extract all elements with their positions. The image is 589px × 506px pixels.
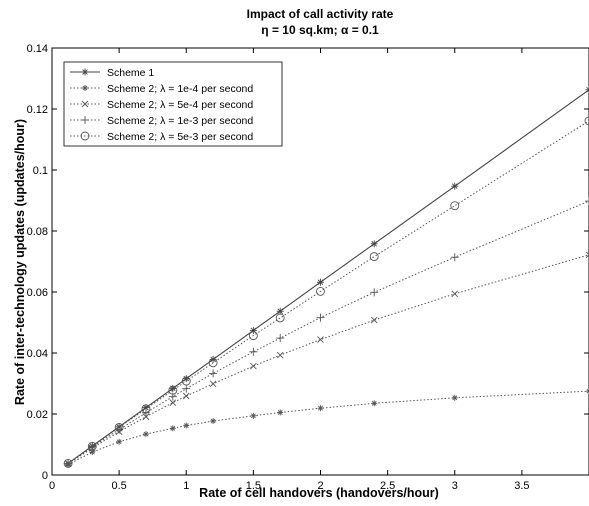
data-point: [182, 392, 190, 400]
data-point: [317, 405, 324, 412]
data-point: [275, 313, 285, 323]
series-5: [63, 116, 589, 468]
legend-item-5: Scheme 2; λ = 5e-3 per second: [70, 131, 253, 143]
series-layer: [63, 86, 589, 468]
data-point: [142, 404, 150, 412]
legend-marker: [81, 116, 89, 124]
legend-marker: [81, 68, 89, 76]
data-point: [370, 240, 378, 248]
legend-item-3: Scheme 2; λ = 5e-4 per second: [70, 99, 253, 111]
x-tick-label: 1: [183, 480, 189, 492]
data-point: [210, 418, 217, 425]
data-point: [451, 290, 459, 298]
legend-item-2: Scheme 2; λ = 1e-4 per second: [70, 83, 253, 95]
y-axis-label: Rate of inter-technology updates (update…: [13, 119, 27, 405]
data-point: [276, 334, 285, 343]
data-point: [451, 394, 458, 401]
data-point: [250, 412, 257, 419]
y-tick-label: 0.12: [27, 104, 48, 116]
data-point: [249, 347, 258, 356]
x-tick-label: 0: [49, 480, 55, 492]
x-axis-label: Rate of cell handovers (handovers/hour): [199, 486, 439, 500]
data-point: [317, 336, 324, 343]
legend-item-1: Scheme 1: [70, 67, 154, 79]
chart-subtitle: η = 10 sq.km; α = 0.1: [261, 23, 379, 37]
data-point: [169, 399, 177, 407]
data-point: [584, 116, 589, 126]
y-tick-label: 0.14: [27, 43, 48, 55]
data-point: [276, 351, 284, 359]
y-tick-label: 0: [42, 470, 48, 482]
data-point: [181, 376, 191, 386]
data-point: [63, 458, 73, 468]
data-point: [250, 362, 257, 370]
legend-label: Scheme 2; λ = 1e-3 per second: [107, 115, 253, 127]
y-tick-label: 0.04: [27, 348, 48, 360]
data-point: [168, 385, 178, 395]
legend-label: Scheme 2; λ = 1e-4 per second: [107, 83, 253, 95]
data-point: [141, 404, 151, 414]
data-point: [451, 182, 459, 190]
legend-label: Scheme 2; λ = 5e-4 per second: [107, 99, 253, 111]
x-tick-label: 3: [452, 480, 458, 492]
data-point: [371, 400, 378, 407]
data-point: [450, 253, 459, 262]
legend-marker: [82, 85, 88, 91]
data-point: [585, 197, 589, 206]
data-point: [142, 431, 149, 438]
data-point: [208, 358, 218, 368]
data-point: [209, 380, 217, 388]
data-point: [276, 307, 284, 315]
legend-marker: [81, 100, 89, 108]
x-axis: 0 0.5 1 1.5 2 2.5 3 3.5: [49, 48, 530, 492]
legend: Scheme 1 Scheme 2; λ = 1e-4 per second Sch…: [63, 61, 283, 147]
data-point: [277, 409, 284, 416]
data-point: [370, 288, 379, 297]
y-tick-label: 0.02: [27, 409, 48, 421]
data-point: [88, 442, 97, 451]
x-tick-label: 1.5: [246, 480, 261, 492]
data-point: [87, 441, 97, 451]
legend-label: Scheme 2; λ = 5e-3 per second: [107, 131, 253, 143]
data-point: [115, 425, 124, 434]
data-point: [450, 201, 460, 211]
data-point: [248, 331, 258, 341]
y-tick-label: 0.1: [33, 165, 48, 177]
legend-marker: [80, 131, 90, 141]
legend-label: Scheme 1: [107, 67, 154, 79]
y-axis: 0 0.02 0.04 0.06 0.08 0.1 0.12 0.14: [27, 43, 589, 482]
legend-item-4: Scheme 2; λ = 1e-3 per second: [70, 115, 253, 127]
data-point: [585, 251, 589, 259]
data-point: [209, 369, 218, 378]
series-line-5: [67, 120, 589, 464]
data-point: [116, 438, 123, 445]
y-tick-label: 0.06: [27, 287, 48, 299]
series-line-4: [67, 200, 589, 464]
series-2: [65, 388, 589, 468]
x-tick-label: 2: [317, 480, 323, 492]
x-tick-label: 3.5: [514, 480, 529, 492]
data-point: [369, 252, 379, 262]
y-tick-label: 0.08: [27, 226, 48, 238]
data-point: [114, 422, 124, 432]
data-point: [183, 422, 190, 429]
data-point: [370, 316, 378, 324]
x-tick-label: 2.5: [380, 480, 395, 492]
series-line-2: [67, 390, 589, 466]
x-tick-label: 0.5: [111, 480, 126, 492]
data-point: [317, 278, 324, 286]
chart-title: Impact of call activity rate: [247, 7, 394, 21]
data-point: [182, 384, 191, 393]
data-point: [169, 425, 176, 432]
series-4: [64, 197, 589, 468]
legend-box: [63, 61, 283, 147]
data-point: [316, 286, 325, 296]
data-point: [316, 313, 325, 322]
data-point: [585, 86, 589, 94]
data-point: [586, 388, 589, 395]
